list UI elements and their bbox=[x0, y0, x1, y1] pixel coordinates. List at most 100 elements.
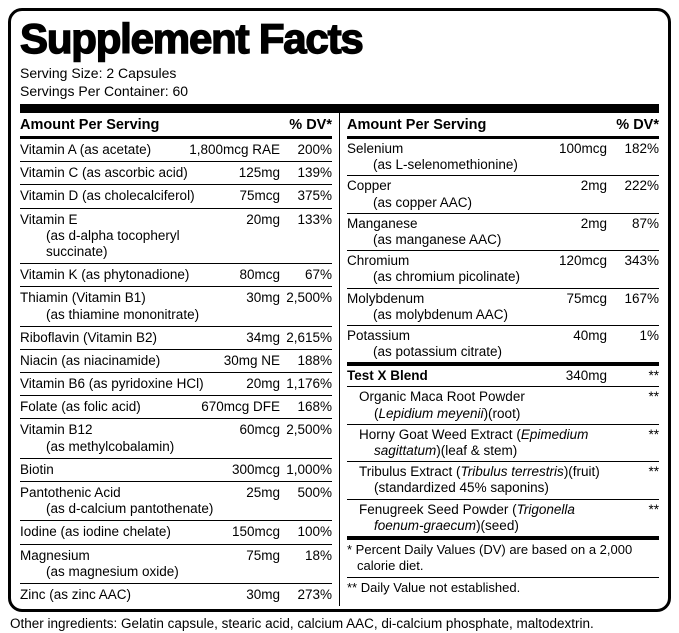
nutrient-amount: 30mg NE bbox=[223, 352, 280, 368]
nutrient-form: (as d-calcium pantothenate) bbox=[46, 501, 214, 517]
text-segment: Tribulus Extract ( bbox=[359, 464, 461, 480]
blend-item-row: Horny Goat Weed Extract (Epimedium sagit… bbox=[347, 423, 659, 461]
latin-name-italic: Lepidium meyenii bbox=[378, 405, 484, 421]
text-segment: Fenugreek Seed Powder ( bbox=[359, 501, 517, 517]
nutrient-row: Folate (as folic acid) 670mcg DFE 168% bbox=[20, 395, 332, 418]
nutrient-amount: 75mg bbox=[246, 547, 280, 563]
footnote-not-established: ** Daily Value not established. bbox=[347, 577, 659, 599]
nutrient-row: Vitamin A (as acetate) 1,800mcg RAE 200% bbox=[20, 139, 332, 161]
nutrient-row: Vitamin B6 (as pyridoxine HCl) 20mg 1,17… bbox=[20, 372, 332, 395]
nutrient-amount: 80mcg bbox=[239, 267, 280, 283]
nutrient-row: Biotin 300mcg 1,000% bbox=[20, 457, 332, 481]
blend-name: Test X Blend bbox=[347, 368, 428, 384]
nutrient-form: (as thiamine mononitrate) bbox=[46, 306, 200, 322]
latin-name-italic: Tribulus terrestris bbox=[460, 464, 564, 480]
nutrient-name: Niacin (as niacinamide) bbox=[20, 352, 161, 368]
nutrient-amount: 40mg bbox=[573, 327, 607, 343]
blend-item-dv: ** bbox=[648, 389, 659, 405]
text-segment: Horny Goat Weed Extract ( bbox=[359, 426, 521, 442]
nutrient-form: (as molybdenum AAC) bbox=[373, 306, 509, 322]
nutrient-row: Vitamin B12 (as methylcobalamin) 60mcg 2… bbox=[20, 418, 332, 457]
facts-table: Amount Per Serving % DV* Vitamin A (as a… bbox=[20, 113, 659, 607]
nutrient-amount: 75mcg bbox=[566, 290, 607, 306]
nutrient-dv: 87% bbox=[631, 215, 659, 231]
nutrient-name-block: Selenium (as L-selenomethionine) bbox=[347, 141, 553, 173]
nutrient-amount: 25mg bbox=[246, 485, 280, 500]
nutrient-name-block: Thiamin (Vitamin B1) (as thiamine mononi… bbox=[20, 290, 240, 322]
blend-item-dv: ** bbox=[648, 464, 659, 480]
nutrient-amount: 1,800mcg RAE bbox=[189, 142, 280, 157]
nutrient-form: (as magnesium oxide) bbox=[46, 563, 179, 579]
amount-per-serving-header: Amount Per Serving bbox=[347, 117, 487, 133]
latin-name-italic: Trigonella bbox=[516, 501, 575, 517]
blend-item-name-block: Horny Goat Weed Extract (Epimedium sagit… bbox=[347, 427, 607, 459]
nutrient-dv: 200% bbox=[297, 142, 332, 157]
nutrient-amount: 20mg bbox=[246, 211, 280, 227]
nutrient-name-block: Molybdenum (as molybdenum AAC) bbox=[347, 291, 560, 323]
nutrient-amount: 20mg bbox=[246, 376, 280, 392]
nutrient-row: Pantothenic Acid (as d-calcium pantothen… bbox=[20, 481, 332, 520]
nutrient-name: Vitamin A (as acetate) bbox=[20, 142, 152, 157]
nutrient-amount: 2mg bbox=[580, 178, 607, 194]
nutrient-name-block: Vitamin E (as d-alpha tocopheryl succina… bbox=[20, 212, 240, 261]
nutrient-amount: 2mg bbox=[580, 215, 607, 231]
nutrient-amount: 100mcg bbox=[558, 141, 607, 156]
blend-header-row: Test X Blend 340mg ** bbox=[347, 366, 659, 386]
nutrient-row: Zinc (as zinc AAC) 30mg 273% bbox=[20, 582, 332, 606]
nutrient-form: (as chromium picolinate) bbox=[373, 269, 521, 285]
latin-name-italic: Epimedium bbox=[520, 426, 589, 442]
nutrient-dv: 2,500% bbox=[286, 422, 332, 438]
nutrient-dv: 1% bbox=[639, 327, 659, 343]
text-segment: )(leaf & stem) bbox=[436, 443, 518, 458]
nutrient-dv: 168% bbox=[297, 399, 332, 415]
blend-item-name-line2: foenum-graecum)(seed) bbox=[359, 518, 607, 534]
blend-item-name-line2: sagittatum)(leaf & stem) bbox=[359, 443, 607, 459]
nutrient-name: Vitamin B12 bbox=[20, 422, 93, 438]
thick-divider bbox=[20, 104, 659, 113]
nutrient-amount: 125mg bbox=[238, 165, 280, 181]
nutrient-name-block: Vitamin B12 (as methylcobalamin) bbox=[20, 422, 233, 454]
serving-size: Serving Size: 2 Capsules bbox=[20, 65, 177, 81]
nutrient-name: Vitamin B6 (as pyridoxine HCl) bbox=[20, 376, 204, 392]
nutrient-name: Zinc (as zinc AAC) bbox=[20, 586, 132, 602]
nutrient-name-block: Manganese (as manganese AAC) bbox=[347, 216, 575, 248]
nutrient-row: Vitamin C (as ascorbic acid) 125mg 139% bbox=[20, 161, 332, 184]
nutrient-form: (as manganese AAC) bbox=[373, 231, 502, 247]
blend-item-name-line2: (standardized 45% saponins) bbox=[359, 480, 607, 496]
nutrient-name: Vitamin K (as phytonadione) bbox=[20, 267, 190, 283]
serving-info: Serving Size: 2 Capsules Servings Per Co… bbox=[20, 65, 659, 100]
footnote-daily-values: * Percent Daily Values (DV) are based on… bbox=[347, 541, 633, 574]
nutrient-row: Potassium (as potassium citrate) 40mg 1% bbox=[347, 324, 659, 362]
nutrient-name: Biotin bbox=[20, 461, 54, 477]
blend-item-row: Fenugreek Seed Powder (Trigonella foenum… bbox=[347, 498, 659, 536]
nutrient-row: Molybdenum (as molybdenum AAC) 75mcg 167… bbox=[347, 287, 659, 325]
nutrient-name: Potassium bbox=[347, 327, 411, 343]
nutrient-dv: 188% bbox=[297, 352, 332, 368]
nutrient-amount: 300mcg bbox=[231, 461, 280, 477]
blend-dv: ** bbox=[648, 368, 659, 384]
nutrient-dv: 139% bbox=[297, 165, 332, 181]
nutrient-amount: 150mcg bbox=[231, 524, 280, 540]
blend-item-name-line1: Organic Maca Root Powder bbox=[359, 389, 607, 405]
blend-item-name-line2: (Lepidium meyenii)(root) bbox=[359, 406, 607, 422]
dv-header: % DV* bbox=[289, 117, 332, 133]
supplement-facts-panel: Supplement Facts Serving Size: 2 Capsule… bbox=[8, 8, 671, 613]
nutrient-dv: 375% bbox=[297, 188, 332, 204]
nutrient-name: Pantothenic Acid bbox=[20, 485, 121, 500]
nutrient-dv: 67% bbox=[304, 267, 332, 283]
nutrient-row: Vitamin D (as cholecalciferol) 75mcg 375… bbox=[20, 184, 332, 207]
text-segment: Organic Maca Root Powder bbox=[359, 389, 525, 405]
nutrient-amount: 30mg bbox=[246, 586, 280, 602]
nutrient-name: Vitamin E bbox=[20, 211, 78, 227]
latin-name-italic: sagittatum bbox=[374, 443, 437, 458]
nutrient-dv: 343% bbox=[624, 253, 659, 269]
nutrient-dv: 18% bbox=[304, 547, 332, 563]
latin-name-italic: foenum-graecum bbox=[374, 517, 477, 533]
nutrient-amount: 34mg bbox=[246, 329, 280, 345]
nutrient-name: Folate (as folic acid) bbox=[20, 399, 141, 415]
blend-item-name-block: Organic Maca Root Powder (Lepidium meyen… bbox=[347, 389, 607, 421]
nutrient-row: Copper (as copper AAC) 2mg 222% bbox=[347, 175, 659, 212]
blend-item-name-line1: Tribulus Extract (Tribulus terrestris)(f… bbox=[359, 464, 607, 480]
nutrient-name-block: Pantothenic Acid (as d-calcium pantothen… bbox=[20, 485, 240, 517]
